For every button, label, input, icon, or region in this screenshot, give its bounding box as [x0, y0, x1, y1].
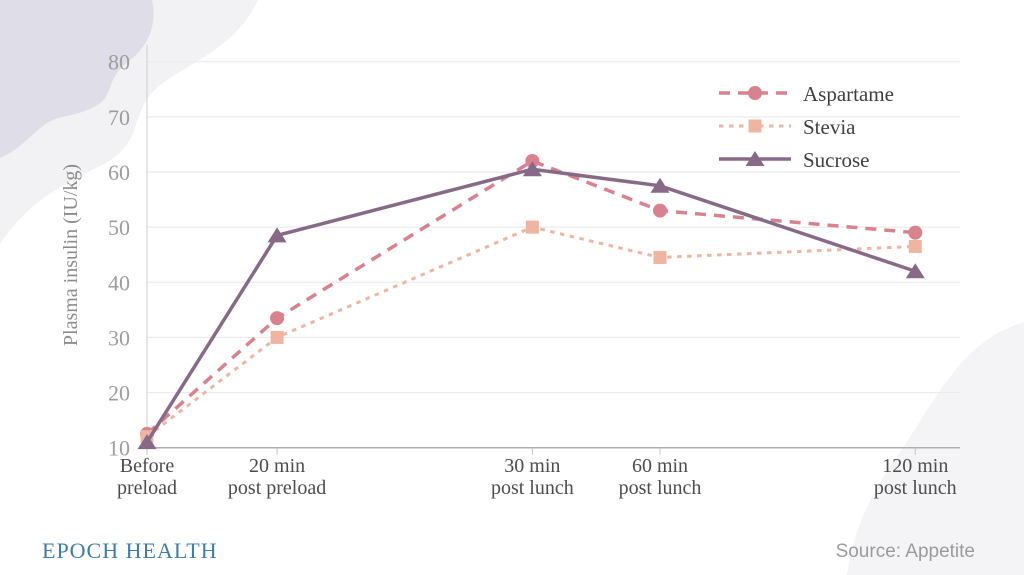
legend-label: Aspartame: [803, 82, 894, 106]
triangle-marker: [745, 151, 765, 166]
y-axis-tick-label: 60: [108, 160, 130, 185]
series-line: [145, 159, 916, 436]
triangle-marker: [137, 434, 157, 450]
triangle-marker: [650, 177, 670, 193]
square-marker: [908, 239, 922, 253]
y-axis-tick-label: 80: [108, 50, 130, 75]
series-line: [145, 167, 916, 444]
y-axis-tick-label: 40: [108, 270, 130, 295]
legend-item-aspartame: Aspartame: [719, 82, 894, 106]
y-axis-tick-label: 50: [108, 215, 130, 240]
circle-marker: [525, 153, 540, 168]
legend-item-sucrose: Sucrose: [719, 148, 870, 172]
x-axis-category-label: 120 min post lunch: [874, 455, 957, 499]
y-axis-tick-label: 10: [108, 436, 130, 461]
y-axis-title: Plasma insulin (IU/kg): [60, 164, 82, 346]
circle-marker: [653, 203, 668, 218]
x-axis-category-label: Before preload: [117, 455, 177, 499]
circle-marker: [908, 225, 923, 240]
x-axis-category-label: 20 min post preload: [228, 455, 326, 499]
series-stevia: [140, 220, 922, 444]
decor-blob-bottom-right: [847, 322, 1024, 575]
triangle-marker: [905, 263, 925, 279]
square-marker: [525, 220, 539, 234]
square-marker: [270, 330, 284, 344]
y-axis-tick-label: 70: [108, 105, 130, 130]
square-marker: [653, 250, 667, 264]
legend-label: Sucrose: [803, 148, 870, 172]
source-credit: Source: Appetite: [835, 541, 975, 562]
x-axis-category-label: 30 min post lunch: [491, 455, 574, 499]
circle-marker: [270, 311, 285, 326]
triangle-marker: [267, 227, 287, 243]
decor-blob-top-left-inner: [0, 0, 154, 158]
series-sucrose: [137, 161, 925, 450]
x-axis-category-label: 60 min post lunch: [619, 455, 702, 499]
series-aspartame: [140, 153, 923, 441]
y-axis-tick-label: 20: [108, 381, 130, 406]
legend-item-stevia: Stevia: [719, 115, 856, 139]
square-marker: [748, 119, 762, 133]
triangle-marker: [522, 161, 542, 177]
legend-label: Stevia: [803, 115, 856, 139]
brand-logo: EPOCH HEALTH: [42, 538, 218, 563]
circle-marker: [748, 86, 762, 100]
y-axis-tick-label: 30: [108, 325, 130, 350]
